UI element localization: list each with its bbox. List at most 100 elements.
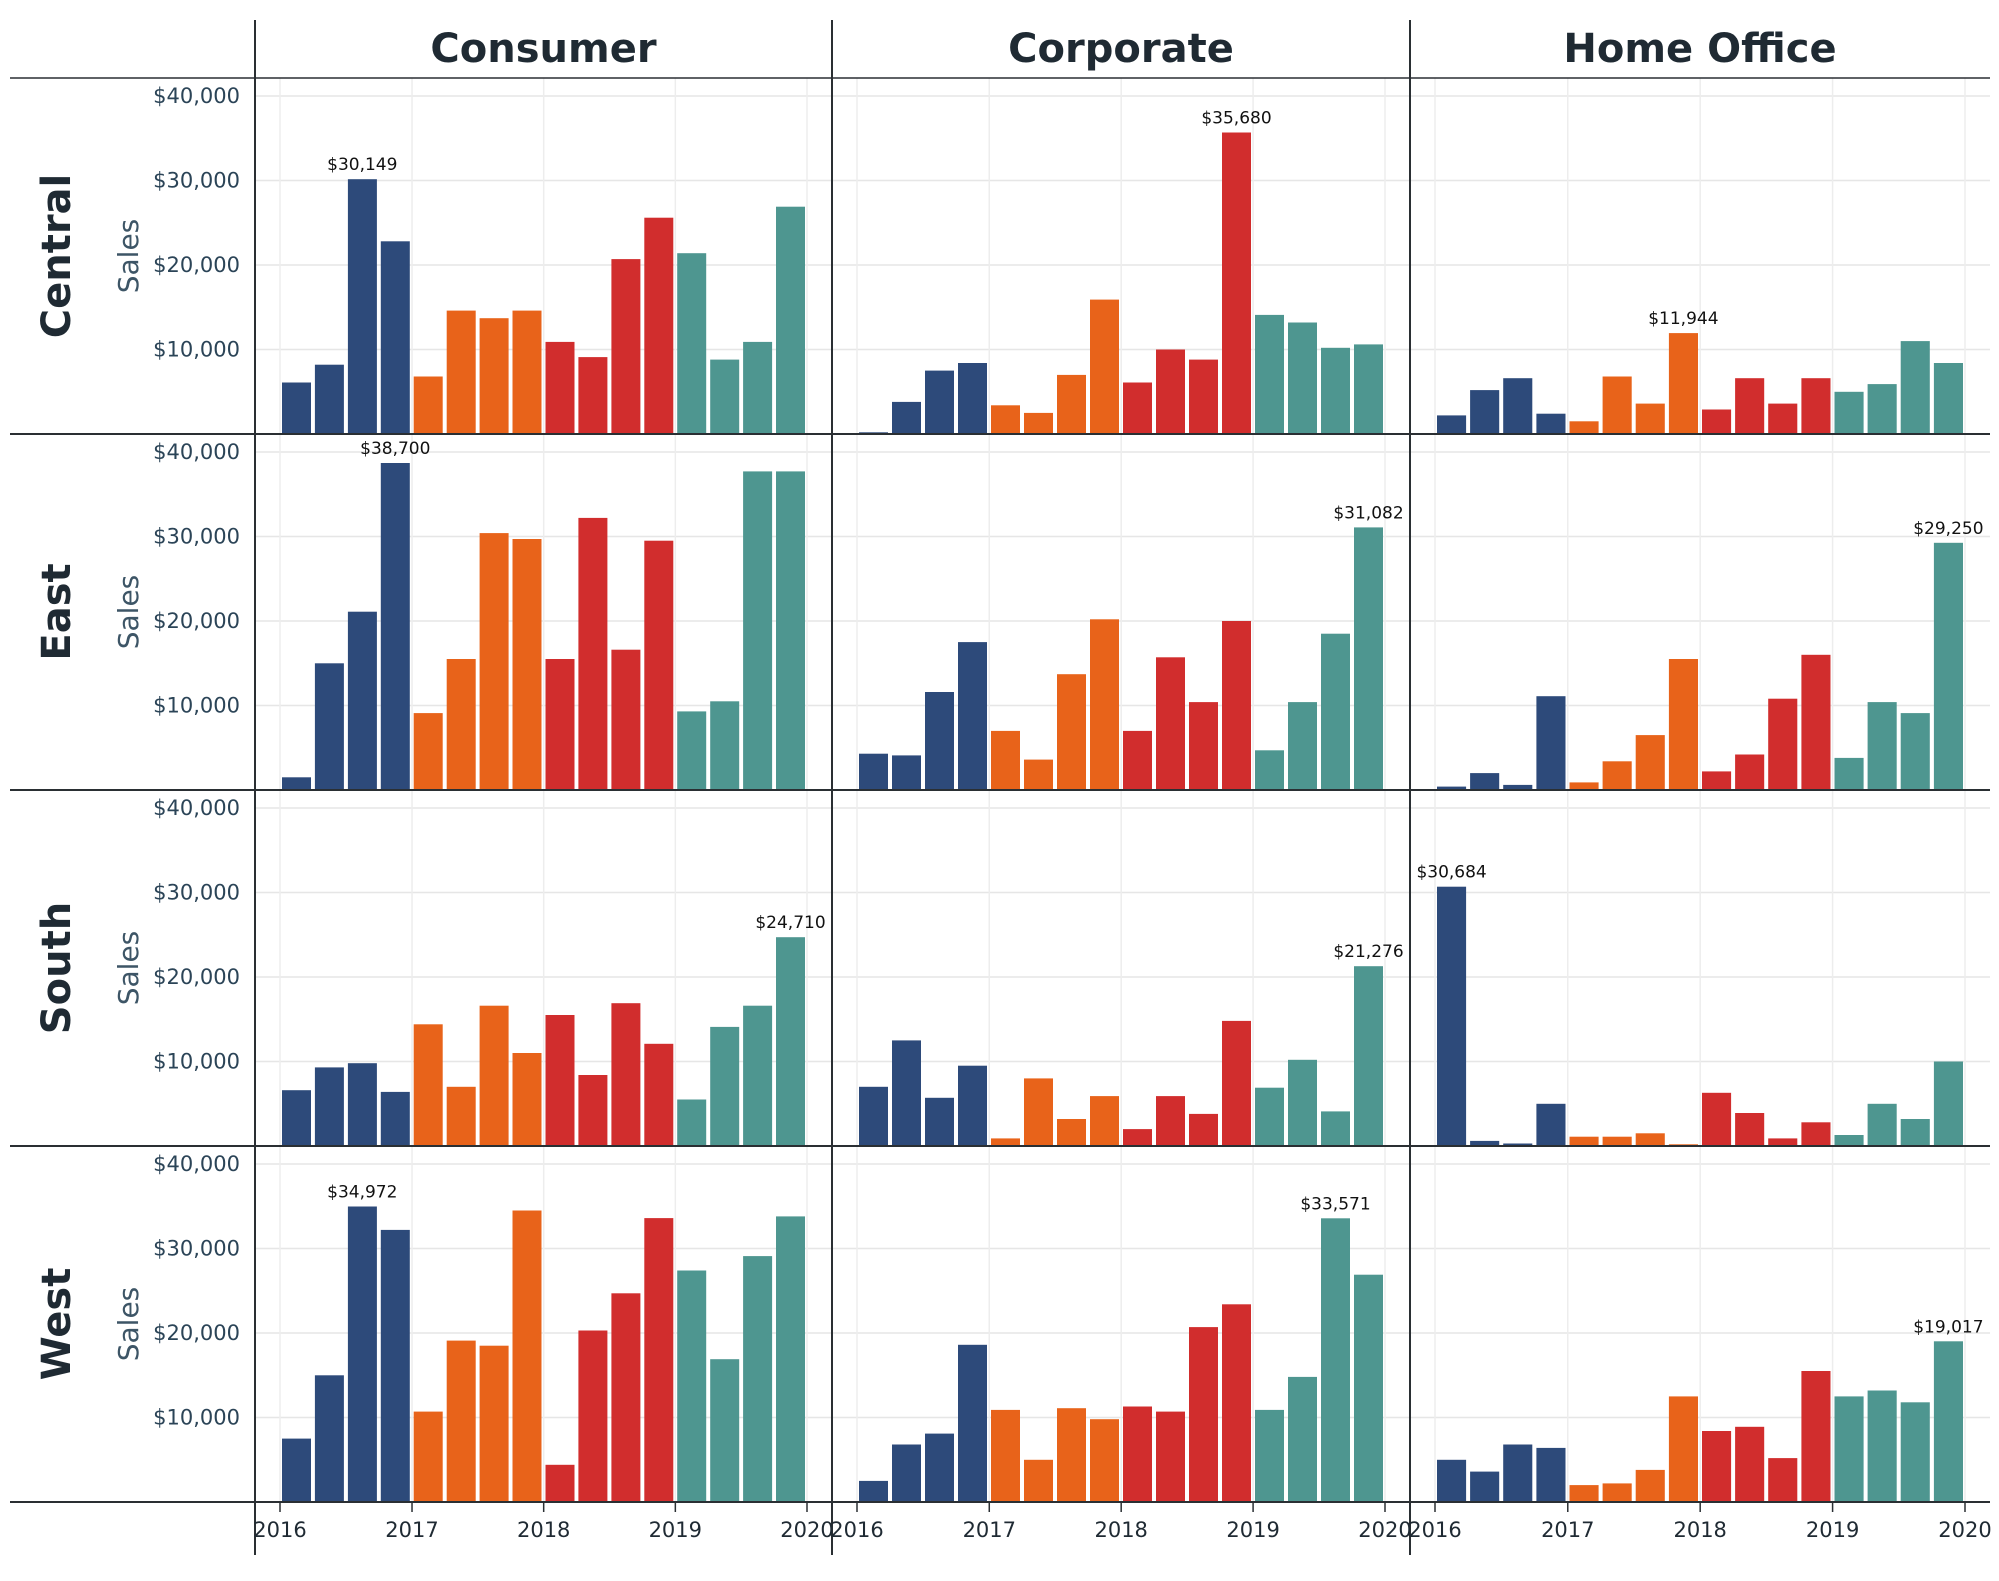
bar-central-home-office-6 (1635, 403, 1665, 434)
bar-central-consumer-1 (314, 364, 344, 434)
y-tick-label: $30,000 (153, 169, 240, 193)
y-tick-label: $20,000 (153, 609, 240, 633)
bar-central-corporate-11 (1222, 132, 1251, 434)
column-header-corporate: Corporate (1008, 26, 1234, 72)
bar-east-corporate-15 (1354, 527, 1383, 790)
bar-central-consumer-7 (512, 310, 542, 434)
x-tick-label: 2018 (517, 1518, 570, 1542)
bar-east-consumer-10 (611, 649, 641, 790)
bar-central-home-office-11 (1801, 378, 1831, 434)
bar-south-consumer-1 (314, 1067, 344, 1146)
bar-central-consumer-8 (545, 341, 575, 434)
bar-west-home-office-0 (1437, 1459, 1467, 1503)
bar-west-corporate-1 (892, 1444, 921, 1502)
y-axis-title: Sales (112, 219, 145, 294)
row-header-east: East (34, 563, 80, 660)
bar-south-home-office-12 (1834, 1135, 1864, 1146)
bar-south-home-office-4 (1569, 1136, 1599, 1146)
bar-west-consumer-1 (314, 1375, 344, 1503)
bar-east-home-office-14 (1900, 713, 1930, 790)
bar-east-home-office-8 (1702, 771, 1732, 790)
bar-south-corporate-12 (1255, 1087, 1284, 1146)
y-axis-title: Sales (112, 1287, 145, 1362)
y-tick-label: $40,000 (153, 796, 240, 820)
bar-south-consumer-7 (512, 1053, 542, 1146)
bar-east-corporate-1 (892, 755, 921, 790)
bar-central-home-office-1 (1470, 390, 1500, 434)
bar-central-corporate-8 (1123, 382, 1152, 434)
bar-east-home-office-6 (1635, 735, 1665, 790)
bar-central-corporate-1 (892, 401, 921, 434)
y-tick-label: $20,000 (153, 1321, 240, 1345)
bar-central-home-office-7 (1668, 333, 1698, 434)
bar-central-consumer-3 (380, 241, 410, 434)
bar-central-corporate-5 (1024, 412, 1053, 434)
bar-south-corporate-10 (1189, 1113, 1218, 1146)
bar-south-home-office-2 (1503, 1143, 1533, 1146)
bar-central-corporate-3 (958, 363, 987, 434)
y-tick-label: $10,000 (153, 1050, 240, 1074)
bar-south-corporate-11 (1222, 1020, 1251, 1146)
y-tick-label: $40,000 (153, 440, 240, 464)
bar-central-corporate-14 (1321, 347, 1350, 434)
bar-central-consumer-13 (710, 359, 740, 434)
bar-central-consumer-11 (644, 217, 674, 434)
bar-east-home-office-1 (1470, 773, 1500, 790)
bar-east-home-office-9 (1735, 754, 1765, 790)
bar-south-corporate-7 (1090, 1096, 1119, 1146)
x-tick-label: 2019 (1226, 1518, 1279, 1542)
bar-central-corporate-9 (1156, 349, 1185, 434)
bar-east-corporate-8 (1123, 730, 1152, 790)
bar-east-consumer-2 (347, 611, 377, 790)
y-axis-title: Sales (112, 575, 145, 650)
bar-west-home-office-14 (1900, 1402, 1930, 1502)
bar-south-corporate-4 (991, 1138, 1020, 1146)
bar-central-home-office-10 (1768, 403, 1798, 434)
bar-south-consumer-12 (677, 1099, 707, 1146)
data-label: $30,149 (327, 155, 397, 175)
column-header-consumer: Consumer (430, 26, 656, 72)
bar-south-consumer-8 (545, 1015, 575, 1146)
bar-east-home-office-4 (1569, 782, 1599, 790)
data-label: $33,571 (1300, 1194, 1370, 1214)
bar-east-corporate-10 (1189, 702, 1218, 790)
data-label: $24,710 (755, 913, 825, 933)
bar-central-consumer-4 (413, 376, 443, 434)
bar-south-consumer-11 (644, 1043, 674, 1146)
bar-east-corporate-11 (1222, 621, 1251, 790)
bar-south-home-office-3 (1536, 1103, 1566, 1147)
bar-east-home-office-5 (1602, 761, 1632, 790)
bar-east-corporate-0 (859, 753, 888, 790)
bar-east-home-office-2 (1503, 784, 1533, 790)
bar-central-corporate-7 (1090, 299, 1119, 434)
bar-west-corporate-7 (1090, 1419, 1119, 1502)
bar-south-consumer-10 (611, 1003, 641, 1146)
bar-east-consumer-11 (644, 540, 674, 790)
bar-west-consumer-2 (347, 1206, 377, 1502)
bar-south-home-office-0 (1437, 886, 1467, 1146)
bar-east-corporate-4 (991, 730, 1020, 790)
x-tick-label: 2018 (1094, 1518, 1147, 1542)
data-label: $29,250 (1913, 519, 1983, 539)
bar-west-home-office-9 (1735, 1426, 1765, 1502)
bar-south-corporate-0 (859, 1086, 888, 1146)
bar-central-corporate-4 (991, 405, 1020, 434)
x-tick-label: 2016 (830, 1518, 883, 1542)
row-header-south: South (34, 902, 80, 1034)
bar-west-home-office-10 (1768, 1458, 1798, 1502)
bar-west-home-office-6 (1635, 1469, 1665, 1502)
x-tick-label: 2019 (1806, 1518, 1859, 1542)
bar-south-home-office-15 (1933, 1061, 1963, 1146)
bar-south-consumer-9 (578, 1075, 608, 1146)
bar-west-corporate-14 (1321, 1218, 1350, 1502)
bar-south-home-office-13 (1867, 1103, 1897, 1147)
column-header-home-office: Home Office (1563, 26, 1836, 72)
x-tick-label: 2017 (1541, 1518, 1594, 1542)
x-tick-label: 2020 (1358, 1518, 1411, 1542)
bar-south-home-office-5 (1602, 1136, 1632, 1146)
bar-central-home-office-4 (1569, 421, 1599, 434)
bar-south-corporate-13 (1288, 1059, 1317, 1146)
bar-west-home-office-8 (1702, 1431, 1732, 1502)
bar-west-corporate-11 (1222, 1304, 1251, 1502)
bar-central-consumer-5 (446, 310, 476, 434)
